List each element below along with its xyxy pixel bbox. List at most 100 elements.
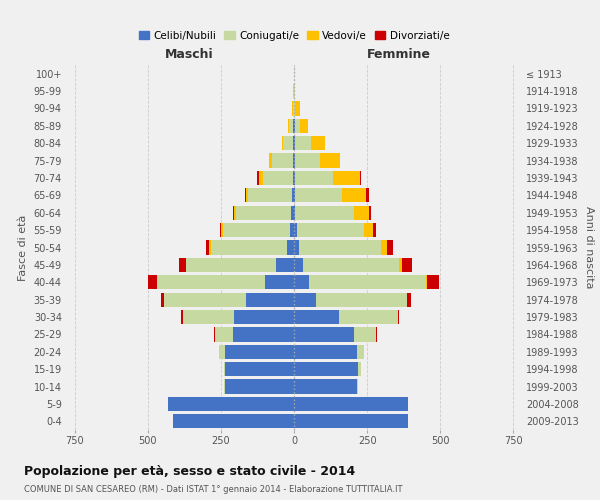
Bar — [265, 275, 294, 289]
Bar — [360, 171, 361, 185]
Bar — [320, 154, 340, 168]
Bar — [247, 188, 248, 202]
Bar — [272, 154, 293, 168]
Bar — [233, 328, 294, 342]
Bar — [295, 171, 334, 185]
Bar — [293, 102, 294, 116]
Bar — [295, 206, 354, 220]
Bar — [157, 275, 265, 289]
Bar — [407, 292, 411, 307]
Bar — [263, 171, 293, 185]
Bar — [282, 136, 283, 150]
Bar — [215, 328, 233, 342]
Bar — [294, 328, 354, 342]
Bar — [340, 310, 398, 324]
Bar — [376, 328, 377, 342]
Bar — [294, 102, 295, 116]
Bar — [398, 310, 399, 324]
Bar — [293, 171, 294, 185]
Bar — [303, 258, 399, 272]
Bar — [226, 344, 294, 359]
Bar — [342, 188, 365, 202]
Bar — [294, 188, 295, 202]
Bar — [293, 154, 294, 168]
Bar — [364, 223, 373, 237]
Bar — [259, 171, 263, 185]
Bar — [173, 414, 294, 428]
Bar — [206, 240, 209, 254]
Bar — [211, 240, 287, 254]
Bar — [181, 310, 183, 324]
Bar — [334, 171, 360, 185]
Bar — [148, 275, 157, 289]
Bar — [294, 206, 295, 220]
Bar — [295, 188, 342, 202]
Bar — [295, 154, 320, 168]
Bar — [292, 188, 294, 202]
Bar — [287, 240, 294, 254]
Bar — [301, 118, 308, 133]
Bar — [164, 292, 246, 307]
Bar — [368, 206, 371, 220]
Bar — [257, 171, 259, 185]
Bar — [357, 380, 358, 394]
Bar — [246, 292, 294, 307]
Bar — [402, 258, 412, 272]
Bar — [294, 380, 357, 394]
Bar — [245, 188, 247, 202]
Y-axis label: Anni di nascita: Anni di nascita — [584, 206, 595, 289]
Bar — [358, 362, 361, 376]
Bar — [234, 206, 236, 220]
Bar — [354, 206, 368, 220]
Bar — [387, 240, 393, 254]
Bar — [186, 258, 277, 272]
Bar — [294, 292, 316, 307]
Bar — [248, 188, 292, 202]
Bar — [183, 310, 234, 324]
Bar — [294, 223, 297, 237]
Bar — [365, 188, 368, 202]
Bar — [297, 223, 364, 237]
Bar — [294, 240, 299, 254]
Bar — [220, 344, 226, 359]
Bar — [209, 240, 211, 254]
Bar — [311, 136, 325, 150]
Bar — [214, 328, 215, 342]
Bar — [277, 258, 294, 272]
Bar — [308, 275, 425, 289]
Bar — [290, 223, 294, 237]
Bar — [294, 258, 303, 272]
Bar — [224, 362, 226, 376]
Bar — [226, 362, 294, 376]
Bar — [295, 118, 301, 133]
Text: COMUNE DI SAN CESAREO (RM) - Dati ISTAT 1° gennaio 2014 - Elaborazione TUTTITALI: COMUNE DI SAN CESAREO (RM) - Dati ISTAT … — [24, 485, 403, 494]
Bar — [224, 380, 226, 394]
Bar — [269, 154, 272, 168]
Bar — [179, 258, 186, 272]
Bar — [316, 292, 407, 307]
Bar — [291, 206, 294, 220]
Bar — [294, 414, 408, 428]
Y-axis label: Fasce di età: Fasce di età — [18, 214, 28, 280]
Bar — [233, 206, 234, 220]
Bar — [399, 258, 402, 272]
Bar — [295, 136, 311, 150]
Bar — [354, 328, 376, 342]
Bar — [236, 206, 291, 220]
Bar — [294, 310, 340, 324]
Bar — [357, 344, 364, 359]
Bar — [294, 397, 408, 411]
Bar — [294, 154, 295, 168]
Bar — [425, 275, 427, 289]
Bar — [299, 240, 381, 254]
Bar — [234, 310, 294, 324]
Bar — [294, 362, 358, 376]
Text: Maschi: Maschi — [165, 48, 214, 62]
Bar — [294, 171, 295, 185]
Bar — [221, 223, 223, 237]
Bar — [161, 292, 164, 307]
Text: Femmine: Femmine — [367, 48, 431, 62]
Bar — [373, 223, 376, 237]
Bar — [294, 275, 308, 289]
Bar — [223, 223, 290, 237]
